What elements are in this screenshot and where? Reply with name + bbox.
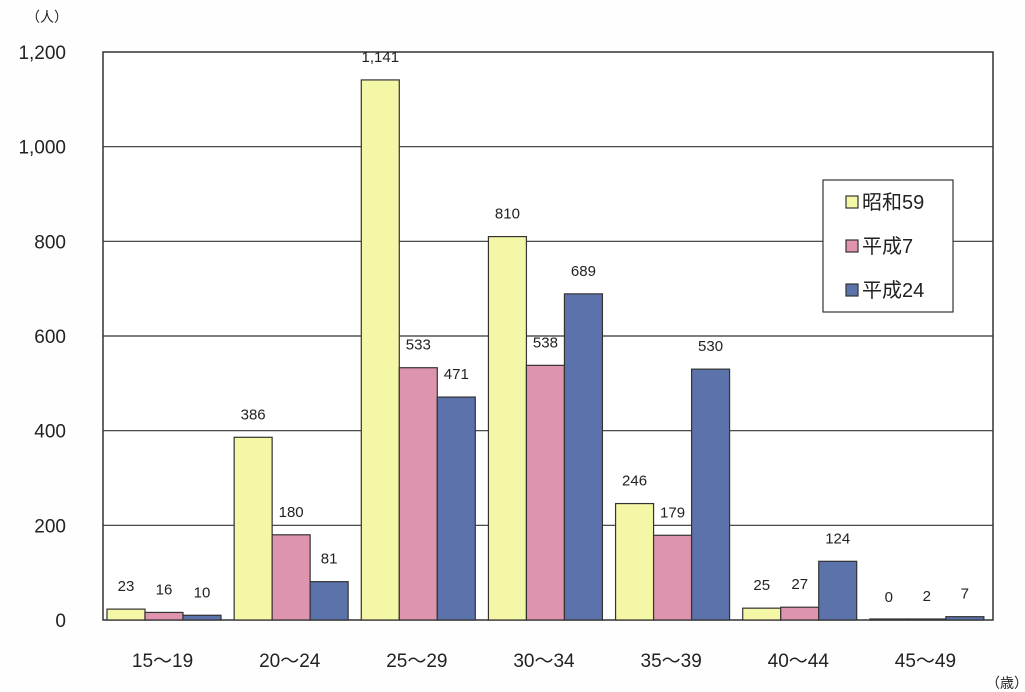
data-label: 2	[923, 588, 931, 605]
legend-swatch	[845, 239, 859, 253]
bar	[233, 436, 273, 621]
data-label: 689	[571, 263, 596, 280]
x-axis-ticks: 15～19 20～24 25～29 30～34 35～39 40～44 45～49	[132, 651, 956, 672]
data-label: 530	[698, 338, 723, 355]
bar	[907, 618, 947, 621]
x-tick-label: 20～24	[259, 651, 321, 672]
data-label: 386	[241, 406, 266, 423]
x-tick-label: 15～19	[132, 651, 193, 672]
y-tick-label: 0	[55, 611, 66, 632]
bar	[271, 534, 311, 621]
data-label: 538	[533, 334, 558, 351]
bar	[742, 607, 782, 621]
bar	[869, 618, 909, 621]
data-label: 7	[961, 586, 969, 603]
bar	[525, 364, 566, 621]
y-tick-label: 600	[34, 327, 66, 348]
data-label: 810	[495, 206, 520, 223]
data-labels: 23 16 10 386 180 81 1,141 533 471 810 538 689 246 179…	[118, 49, 969, 606]
bar	[487, 236, 528, 621]
data-label: 23	[118, 578, 135, 595]
data-label: 1,141	[362, 49, 400, 66]
y-axis-ticks: 0 200 400 600 800 1,000 1,200	[18, 43, 66, 632]
bar	[398, 367, 438, 621]
y-tick-label: 1,000	[18, 138, 66, 159]
data-label: 179	[660, 504, 685, 521]
bar	[360, 79, 400, 621]
legend-box	[822, 179, 954, 313]
data-label: 0	[885, 589, 893, 606]
bar	[436, 396, 476, 621]
bar	[309, 581, 349, 621]
legend-swatch	[845, 195, 859, 209]
y-tick-label: 200	[34, 516, 66, 537]
data-label: 471	[444, 366, 469, 383]
legend-swatch	[845, 283, 859, 297]
data-label: 81	[321, 551, 338, 568]
data-label: 180	[279, 504, 304, 521]
y-tick-label: 400	[34, 422, 66, 443]
x-tick-label: 40～44	[768, 651, 830, 672]
y-tick-label: 800	[34, 232, 66, 253]
data-label: 10	[194, 584, 211, 601]
legend: 昭和59 平成7 平成24	[822, 179, 954, 313]
bar	[563, 293, 604, 621]
data-label: 16	[156, 581, 173, 598]
data-label: 124	[825, 530, 850, 547]
x-tick-label: 45～49	[895, 651, 956, 672]
data-label: 25	[753, 577, 770, 594]
x-tick-label: 30～34	[513, 651, 575, 672]
bar	[818, 560, 858, 621]
bar	[182, 614, 222, 621]
bars	[106, 79, 985, 621]
y-tick-label: 1,200	[18, 43, 66, 64]
data-label: 246	[622, 473, 647, 490]
legend-label: 昭和59	[862, 191, 924, 214]
bar	[144, 611, 184, 621]
bar	[106, 608, 146, 621]
bar	[780, 606, 820, 621]
y-axis-unit: （人）	[26, 9, 68, 25]
x-tick-label: 35～39	[641, 651, 702, 672]
x-tick-label: 25～29	[386, 651, 447, 672]
legend-label: 平成7	[862, 235, 913, 258]
legend-label: 平成24	[862, 279, 924, 302]
bar	[652, 534, 693, 621]
bar	[614, 502, 655, 621]
bar	[690, 368, 731, 621]
x-axis-unit: （歳）	[986, 675, 1025, 691]
bar	[945, 616, 985, 621]
data-label: 27	[791, 576, 808, 593]
data-label: 533	[406, 337, 431, 354]
